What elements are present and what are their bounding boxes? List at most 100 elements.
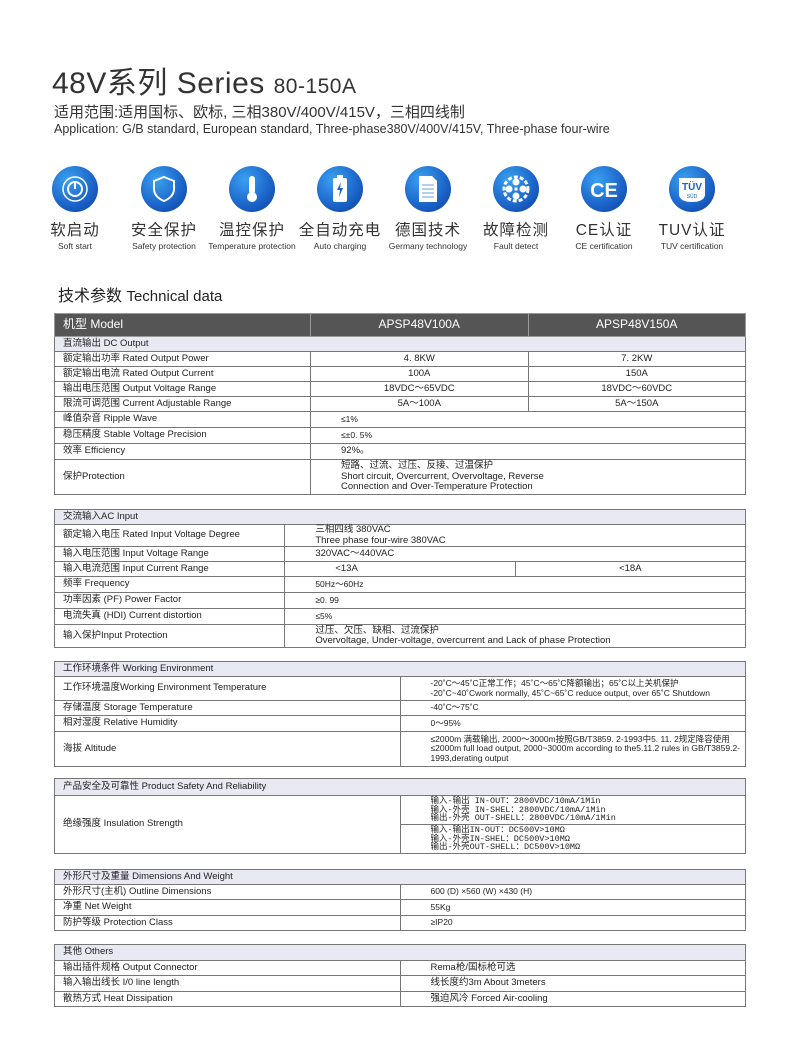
row-value: <18A	[514, 561, 747, 577]
value-line: 输出-外壳 OUT-SHELL：2800VDC/10mA/1Min	[430, 813, 616, 824]
table-row: 输入保护Input Protection 过压、欠压、缺相、过流保护 Overvol…	[53, 624, 746, 648]
model-header: 机型 Model	[54, 313, 311, 337]
ce-icon: CE	[581, 166, 627, 212]
row-label: 效率 Efficiency	[54, 443, 311, 460]
value-line: 过压、欠压、缺相、过流保护	[315, 624, 439, 636]
feature-ce: CE CE认证 CE certification	[559, 166, 649, 251]
feature-label: TUV认证	[658, 222, 726, 239]
row-label: 相对湿度 Relative Humidity	[54, 715, 401, 732]
title-main: 48V系列 Series	[52, 67, 265, 100]
feature-sublabel: CE certification	[575, 241, 633, 251]
row-value: 18VDC～65VDC	[310, 381, 529, 397]
svg-text:SÜD: SÜD	[687, 193, 698, 200]
value-line: ≤2000m full load output, 2000~3000m acco…	[430, 743, 741, 754]
row-value: 过压、欠压、缺相、过流保护 Overvoltage, Under-voltage,…	[284, 624, 746, 648]
table-row: 存储温度 Storage Temperature -40˚C～75˚C	[54, 700, 746, 716]
table-row: 防护等级 Protection Class ≥IP20	[54, 915, 746, 931]
dc-output-table: 机型 Model APSP48V100A APSP48V150A 直流输出 DC O…	[54, 313, 746, 495]
row-label: 功率因素 (PF) Power Factor	[53, 592, 286, 609]
svg-text:CE: CE	[590, 180, 618, 201]
row-value: ≤2000m 满载输出, 2000～3000m按照GB/T3859. 2-199…	[399, 731, 746, 767]
row-label: 额定输出电流 Rated Output Current	[54, 366, 311, 382]
row-value: 100A	[310, 366, 529, 382]
section-header: 产品安全及可靠性 Product Safety And Reliability	[54, 778, 746, 796]
table-row: 峰值杂音 Ripple Wave ≤1%	[54, 411, 746, 428]
dimensions-table: 外形尺寸及重量 Dimensions And Weight 外形尺寸(主机) O…	[54, 869, 746, 931]
row-label: 输入输出线长 I/0 line length	[54, 975, 401, 992]
section-header: 外形尺寸及重量 Dimensions And Weight	[54, 869, 746, 885]
value-line: Connection and Over-Temperature Protecti…	[341, 481, 533, 493]
model-1: APSP48V100A	[310, 313, 529, 337]
row-label: 额定输入电压 Rated Input Voltage Degree	[53, 524, 286, 547]
row-value: 线长度约3m About 3meters	[399, 975, 746, 992]
table-row: 效率 Efficiency 92%。	[54, 443, 746, 460]
value-line: -20˚C～45˚C正常工作；45˚C～65˚C降额输出；65˚C以上关机保护	[430, 678, 679, 689]
others-table: 其他 Others 输出插件规格 Output Connector Rema枪/国…	[54, 944, 746, 1007]
value-line: ≤2000m 满载输出, 2000～3000m按照GB/T3859. 2-199…	[430, 733, 730, 744]
row-label: 存储温度 Storage Temperature	[54, 700, 401, 716]
feature-sublabel: Auto charging	[313, 241, 367, 251]
feature-sublabel: Soft start	[57, 241, 92, 251]
row-label: 绝缘强度 Insulation Strength	[54, 795, 401, 854]
feature-label: 安全保护	[130, 222, 197, 239]
value-line: Short circuit, Overcurrent, Overvoltage,…	[341, 470, 544, 482]
feature-label: 德国技术	[394, 222, 461, 239]
feature-sublabel: Fault detect	[493, 241, 539, 251]
row-label: 输入电压范围 Input Voltage Range	[53, 546, 286, 562]
feature-temperature: 温控保护 Temperature protection	[207, 166, 297, 251]
row-label: 电流失真 (HDI) Current distortion	[53, 608, 286, 625]
page-title: 48V系列 Series 80-150A	[52, 58, 357, 102]
title-en: Technical data	[126, 288, 223, 305]
section-header: 工作环境条件 Working Environment	[54, 661, 746, 677]
value-line: 输入-输出 IN-OUT：2800VDC/10mA/1Min	[430, 796, 601, 807]
feature-germany-tech: 德国技术 Germany technology	[383, 166, 473, 251]
feature-sublabel: Germany technology	[388, 241, 468, 251]
value-line: -20˚C~40˚Cwork normally, 45˚C~65˚C reduc…	[430, 687, 711, 698]
row-label: 输入保护Input Protection	[53, 624, 286, 648]
technical-data-title: 技术参数 Technical data	[58, 282, 222, 306]
table-row: 功率因素 (PF) Power Factor ≥0. 99	[53, 592, 746, 609]
row-label: 外形尺寸(主机) Outline Dimensions	[54, 884, 401, 900]
row-value: 输入-输出 IN-OUT：2800VDC/10mA/1Min 输入-外壳 IN-S…	[399, 795, 746, 825]
row-value: 55Kg	[399, 899, 746, 916]
feature-soft-start: 软启动 Soft start	[30, 166, 120, 251]
value-line: 短路、过流、过压、反接、过温保护	[341, 460, 494, 472]
feature-sublabel: TUV certification	[660, 241, 724, 251]
row-label: 输出插件规格 Output Connector	[54, 960, 401, 976]
row-value: 320VAC～440VAC	[284, 546, 746, 562]
row-label: 海拔 Altitude	[54, 731, 401, 767]
row-label: 限流可调范围 Current Adjustable Range	[54, 396, 311, 412]
document-icon	[405, 166, 451, 212]
gear-icon	[493, 166, 539, 212]
table-row: 输出插件规格 Output Connector Rema枪/国标枪可选	[54, 960, 746, 976]
row-value: 5A～150A	[527, 396, 746, 412]
value-line: 输入-外壳IN-SHEL：DC500V>10MΩ	[430, 833, 570, 844]
row-label: 额定输出功率 Rated Output Power	[54, 351, 311, 367]
table-row: 相对湿度 Relative Humidity 0～95%	[54, 715, 746, 732]
section-header: 直流输出 DC Output	[54, 336, 746, 352]
table-row: 输出电压范围 Output Voltage Range 18VDC～65VDC 18…	[54, 381, 746, 397]
table-row: 限流可调范围 Current Adjustable Range 5A～100A 5A…	[54, 396, 746, 412]
row-value: ≥0. 99	[284, 592, 746, 609]
row-value: 600 (D) ×560 (W) ×430 (H)	[399, 884, 746, 900]
row-label: 净重 Net Weight	[54, 899, 401, 916]
value-line: Overvoltage, Under-voltage, overcurrent …	[315, 635, 611, 646]
table-row: 额定输出电流 Rated Output Current 100A 150A	[54, 366, 746, 382]
row-value: ≤±0. 5%	[310, 427, 746, 444]
feature-auto-charging: 全自动充电 Auto charging	[295, 166, 385, 251]
row-label: 防护等级 Protection Class	[54, 915, 401, 931]
feature-label: 全自动充电	[298, 222, 382, 239]
row-value: 强迫风冷 Forced Air-cooling	[399, 991, 746, 1007]
value-line: 1993,derating output	[430, 752, 509, 763]
working-environment-table: 工作环境条件 Working Environment 工作环境温度Working…	[54, 661, 746, 767]
power-icon	[52, 166, 98, 212]
row-label: 输出电压范围 Output Voltage Range	[54, 381, 311, 397]
section-header: 其他 Others	[54, 944, 746, 961]
table-row: 输入输出线长 I/0 line length 线长度约3m About 3mete…	[54, 975, 746, 992]
feature-tuv: TÜV SÜD TUV认证 TUV certification	[647, 166, 737, 251]
feature-label: 软启动	[50, 222, 100, 239]
table-row: 绝缘强度 Insulation Strength 输入-输出 IN-OUT：280…	[54, 795, 746, 854]
feature-sublabel: Safety protection	[132, 241, 196, 251]
value-line: Three phase four-wire 380VAC	[315, 534, 446, 546]
application-cn: 适用范围:适用国标、欧标, 三相380V/400V/415V，三相四线制	[54, 104, 465, 121]
